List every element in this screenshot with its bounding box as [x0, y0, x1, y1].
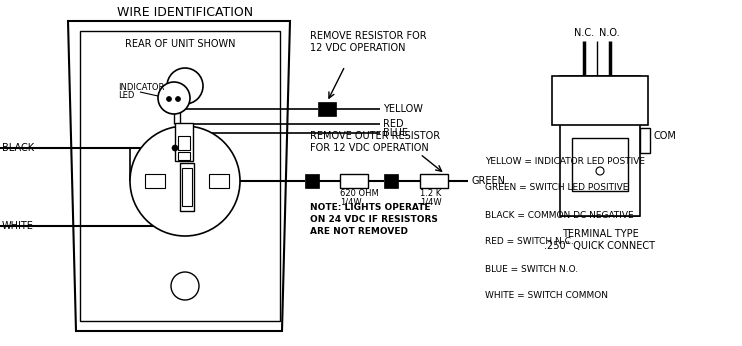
Text: N.O.: N.O. [600, 28, 620, 38]
Circle shape [130, 126, 240, 236]
Text: 12 VDC OPERATION: 12 VDC OPERATION [310, 43, 405, 53]
Bar [552, 76, 648, 125]
Circle shape [158, 82, 190, 114]
Text: WIRE IDENTIFICATION: WIRE IDENTIFICATION [117, 7, 253, 19]
Bar [180, 163, 194, 211]
Text: WHITE: WHITE [2, 221, 34, 231]
Text: WHITE = SWITCH COMMON: WHITE = SWITCH COMMON [485, 291, 608, 300]
Text: BLUE: BLUE [383, 128, 408, 138]
Text: LED: LED [118, 91, 134, 100]
Bar [209, 174, 229, 188]
Text: ON 24 VDC IF RESISTORS: ON 24 VDC IF RESISTORS [310, 216, 438, 225]
Bar [145, 174, 165, 188]
Text: 1/4W: 1/4W [340, 198, 361, 207]
Bar [182, 168, 192, 206]
Text: BLACK = COMMON DC NEGATIVE: BLACK = COMMON DC NEGATIVE [485, 210, 634, 219]
Text: RED = SWITCH N.C.: RED = SWITCH N.C. [485, 237, 574, 246]
Bar [80, 31, 280, 321]
Text: YELLOW: YELLOW [383, 104, 423, 114]
Text: .250" QUICK CONNECT: .250" QUICK CONNECT [545, 241, 655, 251]
Text: REMOVE RESISTOR FOR: REMOVE RESISTOR FOR [310, 31, 427, 41]
Bar [318, 102, 336, 116]
Text: REAR OF UNIT SHOWN: REAR OF UNIT SHOWN [125, 39, 235, 49]
Text: COM: COM [654, 131, 677, 141]
Polygon shape [68, 21, 290, 331]
Bar [572, 138, 628, 191]
Text: BLUE = SWITCH N.O.: BLUE = SWITCH N.O. [485, 264, 578, 273]
Circle shape [166, 97, 171, 101]
Bar [175, 123, 193, 161]
Text: 620 OHM: 620 OHM [340, 190, 378, 199]
Text: BLACK: BLACK [2, 143, 34, 153]
Text: ARE NOT REMOVED: ARE NOT REMOVED [310, 228, 408, 237]
Text: 1.2 K: 1.2 K [420, 190, 441, 199]
Text: 1/4W: 1/4W [420, 198, 441, 207]
Bar [178, 152, 190, 160]
Text: INDICATOR: INDICATOR [118, 83, 165, 92]
Bar [384, 174, 398, 188]
Bar [340, 174, 368, 188]
Text: GREEN = SWITCH LED POSITIVE: GREEN = SWITCH LED POSITIVE [485, 183, 628, 192]
Text: YELLOW = INDICATOR LED POSTIVE: YELLOW = INDICATOR LED POSTIVE [485, 156, 645, 165]
Circle shape [167, 68, 203, 104]
Circle shape [172, 145, 178, 151]
Text: TERMINAL TYPE: TERMINAL TYPE [562, 229, 638, 239]
Bar [178, 136, 190, 150]
Circle shape [176, 97, 180, 101]
Text: GREEN: GREEN [471, 176, 505, 186]
Bar [305, 174, 319, 188]
Text: RED: RED [383, 119, 404, 129]
Bar [420, 174, 448, 188]
Text: REMOVE OUTER RESISTOR: REMOVE OUTER RESISTOR [310, 131, 440, 141]
Text: FOR 12 VDC OPERATION: FOR 12 VDC OPERATION [310, 143, 429, 153]
Text: N.C.: N.C. [574, 28, 594, 38]
Bar [640, 128, 650, 153]
Bar [560, 76, 640, 216]
Text: NOTE: LIGHTS OPERATE: NOTE: LIGHTS OPERATE [310, 203, 430, 212]
